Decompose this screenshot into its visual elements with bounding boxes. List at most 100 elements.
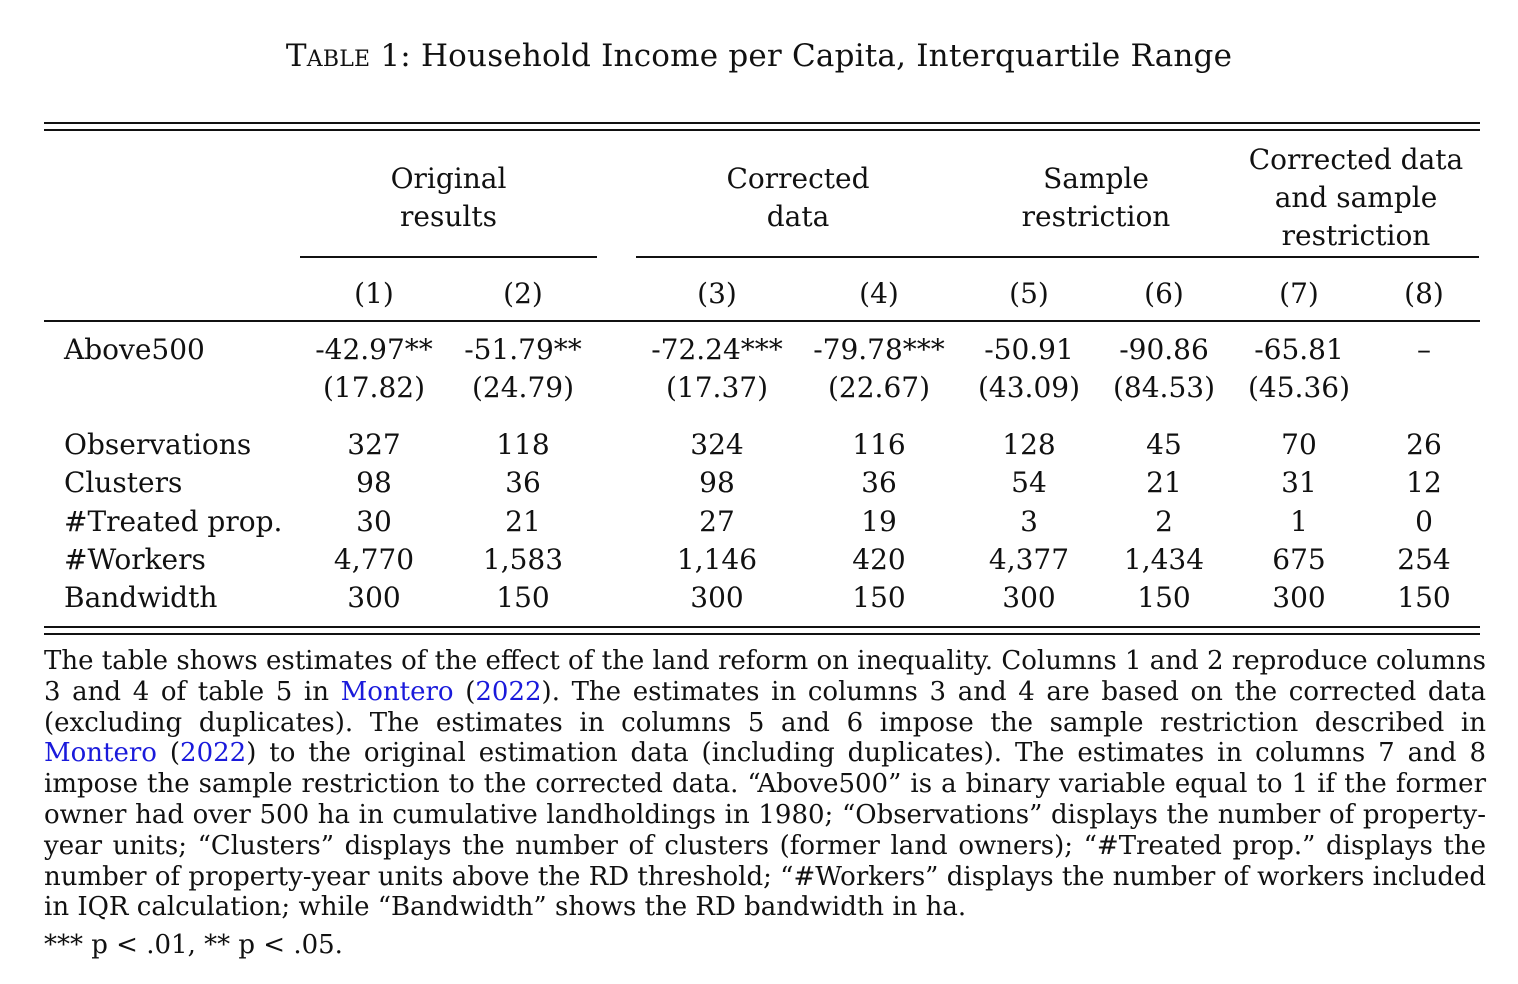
group-header-corrected: Corrected data [636,160,960,236]
stat-cell: 150 [496,581,550,614]
stat-cell: 30 [356,505,392,538]
stat-cell: 31 [1281,466,1317,499]
stat-cell: 300 [1002,581,1056,614]
group-header-line: restriction [1021,200,1171,233]
group-header-line: and sample [1274,181,1438,214]
standard-error-cell: (84.53) [1112,371,1215,404]
stat-cell: 98 [356,466,392,499]
standard-error-cell: (17.37) [665,371,768,404]
stat-cell: 150 [1137,581,1191,614]
stat-cell: 0 [1415,505,1433,538]
top-rule [44,122,1480,124]
stat-cell: 54 [1011,466,1047,499]
coefficient-cell: -51.79** [464,333,582,366]
group-header-line: Sample [1043,162,1149,195]
group-header-line: Corrected data [1248,143,1464,176]
header-rule [44,320,1480,322]
coefficient-cell: -79.78*** [813,333,945,366]
group-header-sample: Sample restriction [960,160,1232,236]
stat-cell: 420 [852,543,906,576]
group-header-line: Original [390,162,507,195]
column-header: (8) [1404,277,1444,310]
significance-note: *** p < .01, ** p < .05. [44,930,343,960]
stat-cell: 254 [1397,543,1451,576]
stat-cell: 675 [1272,543,1326,576]
stat-cell: 324 [690,428,744,461]
stat-cell: 118 [496,428,550,461]
stat-cell: 45 [1146,428,1182,461]
stat-cell: 19 [861,505,897,538]
row-label-observations: Observations [64,428,252,461]
coefficient-cell: -65.81 [1254,333,1344,366]
stat-cell: 3 [1020,505,1038,538]
coefficient-cell: -50.91 [984,333,1074,366]
stat-cell: 150 [1397,581,1451,614]
stat-cell: 116 [852,428,906,461]
stat-cell: 1 [1290,505,1308,538]
column-header: (7) [1279,277,1319,310]
bottom-rule [44,626,1480,628]
group-header-original: Original results [300,160,597,236]
stat-cell: 1,434 [1123,543,1205,576]
stat-cell: 4,770 [333,543,415,576]
row-label-bandwidth: Bandwidth [64,581,218,614]
citation-year-link[interactable]: 2022 [475,676,542,707]
stat-cell: 1,583 [482,543,564,576]
row-label-treated-prop: #Treated prop. [64,505,283,538]
table-caption: Table 1: Household Income per Capita, In… [0,38,1518,74]
group-header-line: data [766,200,830,233]
coefficient-cell: – [1417,333,1431,366]
table-note: The table shows estimates of the effect … [44,646,1487,923]
top-rule-second [44,129,1480,131]
row-label-workers: #Workers [64,543,206,576]
stat-cell: 36 [505,466,541,499]
standard-error-cell: (22.67) [827,371,930,404]
stat-cell: 2 [1155,505,1173,538]
bottom-rule-second [44,633,1480,635]
coefficient-cell: -90.86 [1119,333,1209,366]
stat-cell: 327 [347,428,401,461]
column-header: (3) [697,277,737,310]
note-text: to the original estimation data (includi… [44,738,1486,923]
stat-cell: 128 [1002,428,1056,461]
group-underline [300,256,597,258]
stat-cell: 27 [699,505,735,538]
row-label-above500: Above500 [64,333,205,366]
standard-error-cell: (17.82) [322,371,425,404]
column-header: (1) [354,277,394,310]
stat-cell: 300 [347,581,401,614]
stat-cell: 300 [1272,581,1326,614]
stat-cell: 150 [852,581,906,614]
column-header: (6) [1144,277,1184,310]
column-header: (5) [1009,277,1049,310]
group-header-line: results [400,200,497,233]
stat-cell: 26 [1406,428,1442,461]
stat-cell: 70 [1281,428,1317,461]
row-label-clusters: Clusters [64,466,183,499]
citation-year-link[interactable]: 2022 [180,738,247,769]
note-text: The table shows estimates of the effect … [44,646,1486,707]
stat-cell: 1,146 [676,543,758,576]
coefficient-cell: -72.24*** [651,333,783,366]
table-label: Table 1: [285,38,411,74]
column-header: (4) [859,277,899,310]
standard-error-cell: (45.36) [1247,371,1350,404]
group-header-line: Corrected [726,162,870,195]
stat-cell: 21 [505,505,541,538]
stat-cell: 21 [1146,466,1182,499]
group-header-corrected-sample: Corrected data and sample restriction [1232,141,1480,255]
group-underline [636,256,1479,258]
note-text: . The estimates in columns 3 and 4 are b… [44,676,1487,738]
citation-author-link[interactable]: Montero [340,676,454,707]
table-title: Household Income per Capita, Interquarti… [420,38,1233,74]
standard-error-cell: (24.79) [471,371,574,404]
stat-cell: 300 [690,581,744,614]
citation-author-link[interactable]: Montero [44,738,157,769]
stat-cell: 36 [861,466,897,499]
column-header: (2) [503,277,543,310]
coefficient-cell: -42.97** [315,333,433,366]
group-header-line: restriction [1281,219,1431,252]
standard-error-cell: (43.09) [977,371,1080,404]
stat-cell: 98 [699,466,735,499]
stat-cell: 4,377 [988,543,1070,576]
